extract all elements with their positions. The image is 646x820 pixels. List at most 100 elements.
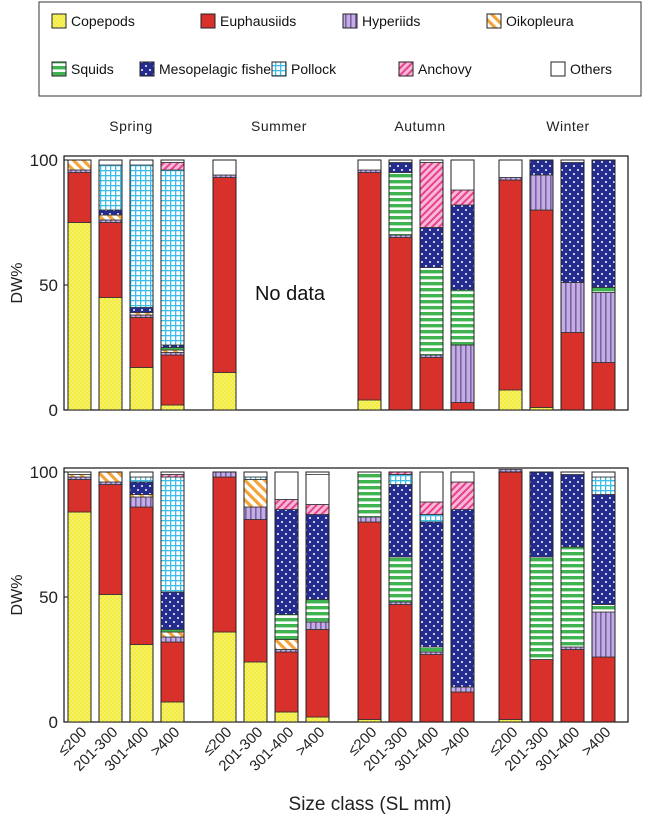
- bar-segment-hyperiids: [560, 282, 585, 333]
- legend-item-mesopelagic-fishes: Mesopelagic fishes: [139, 61, 278, 77]
- bar-segment-squids: [357, 471, 382, 518]
- bar-segment-copepods: [98, 594, 123, 723]
- bar-segment-euphausiids: [388, 604, 413, 723]
- legend-label-mesopelagic-fishes: Mesopelagic fishes: [159, 61, 278, 77]
- bar-segment-euphausiids: [419, 357, 444, 411]
- bar-segment-mesopelagic-fishes: [591, 494, 616, 605]
- bar-outline: [129, 471, 154, 723]
- bar-segment-pollock: [160, 169, 185, 346]
- bar-segment-squids: [388, 172, 413, 236]
- bar-segment-euphausiids: [560, 649, 585, 723]
- bar-segment-squids: [591, 287, 616, 293]
- bar-segment-pollock: [591, 476, 616, 495]
- x-axis-label: Size class (SL mm): [289, 794, 452, 815]
- bar-segment-squids: [305, 599, 330, 623]
- y-tick-label: 100: [30, 463, 58, 482]
- bar-segment-euphausiids: [450, 402, 475, 411]
- x-tick-label: >400: [292, 724, 328, 760]
- x-tick-label: >400: [578, 724, 614, 760]
- bar-segment-mesopelagic-fishes: [388, 162, 413, 173]
- bar-segment-mesopelagic-fishes: [129, 481, 154, 495]
- bar-segment-hyperiids: [529, 174, 554, 211]
- bar-outline: [305, 471, 330, 723]
- axes: 0 50 100 0 50 100: [30, 151, 70, 732]
- bar-segment-copepods: [212, 372, 237, 411]
- bar-segment-squids: [591, 604, 616, 613]
- bar-outline: [98, 159, 123, 411]
- bar-segment-squids: [529, 556, 554, 660]
- bar-outline: [357, 471, 382, 723]
- bar-segment-anchovy: [305, 504, 330, 515]
- bar-segment-copepods: [305, 716, 330, 723]
- bar-outline: [419, 471, 444, 723]
- legend-swatch-squids: [51, 61, 67, 77]
- bar-segment-mesopelagic-fishes: [274, 509, 299, 615]
- top-panel-frame: [63, 155, 629, 411]
- bar-segment-others: [357, 159, 382, 171]
- season-winter: Winter: [546, 118, 589, 134]
- bar-segment-squids: [388, 556, 413, 603]
- bar-outline: [560, 471, 585, 723]
- bar-outline: [529, 471, 554, 723]
- bar-segment-euphausiids: [67, 479, 92, 513]
- bar-segment-others: [98, 159, 123, 166]
- bar-segment-others: [243, 471, 268, 478]
- bar-segment-mesopelagic-fishes: [560, 162, 585, 283]
- bar-segment-hyperiids: [129, 496, 154, 508]
- bar-segment-mesopelagic-fishes: [160, 591, 185, 630]
- bar-segment-squids: [274, 614, 299, 640]
- bar-segment-mesopelagic-fishes: [560, 474, 585, 548]
- bar-segment-copepods: [357, 399, 382, 411]
- bar-segment-euphausiids: [388, 237, 413, 411]
- bar-segment-euphausiids: [357, 521, 382, 720]
- bar-outline: [591, 159, 616, 411]
- legend-label-anchovy: Anchovy: [418, 61, 472, 77]
- bar-segment-euphausiids: [357, 172, 382, 401]
- bar-segment-copepods: [67, 511, 92, 723]
- legend-swatch-anchovy: [398, 61, 414, 77]
- bar-segment-mesopelagic-fishes: [305, 514, 330, 600]
- bar-segment-euphausiids: [243, 519, 268, 663]
- bar-segment-others: [274, 471, 299, 500]
- legend-swatch-copepods: [51, 13, 67, 29]
- x-tick-label: >400: [147, 724, 183, 760]
- bar-segment-euphausiids: [419, 654, 444, 723]
- legend-item-pollock: Pollock: [271, 61, 337, 77]
- bar-segment-euphausiids: [212, 177, 237, 373]
- bar-segment-pollock: [388, 474, 413, 485]
- bar-outline: [160, 159, 185, 411]
- season-summer: Summer: [251, 118, 307, 134]
- legend-frame: [38, 1, 642, 97]
- bar-outline: [98, 471, 123, 723]
- y-tick-label: 100: [30, 151, 58, 170]
- bar-segment-mesopelagic-fishes: [129, 307, 154, 313]
- legend-swatch-mesopelagic-fishes: [139, 61, 155, 77]
- bar-segment-hyperiids: [212, 471, 237, 478]
- bar-segment-euphausiids: [98, 484, 123, 595]
- bar-segment-mesopelagic-fishes: [591, 159, 616, 288]
- season-spring: Spring: [109, 118, 152, 134]
- bottom-panel-bars: [67, 469, 616, 723]
- bar-segment-euphausiids: [591, 656, 616, 723]
- legend-item-oikopleura: Oikopleura: [486, 13, 574, 29]
- legend-item-anchovy: Anchovy: [398, 61, 472, 77]
- bar-segment-anchovy: [160, 162, 185, 171]
- y-tick-label: 0: [49, 713, 58, 732]
- bar-segment-copepods: [160, 701, 185, 723]
- bar-segment-others: [129, 471, 154, 478]
- bar-segment-others: [212, 159, 237, 176]
- bar-segment-anchovy: [419, 162, 444, 228]
- bar-outline: [129, 159, 154, 411]
- bar-segment-hyperiids: [243, 506, 268, 520]
- bar-segment-euphausiids: [498, 471, 523, 720]
- bar-segment-oikopleura: [243, 479, 268, 508]
- bar-segment-copepods: [67, 222, 92, 411]
- bar-segment-squids: [419, 646, 444, 653]
- bar-segment-pollock: [129, 476, 154, 483]
- x-tick-label: >400: [437, 724, 473, 760]
- bar-segment-mesopelagic-fishes: [419, 521, 444, 648]
- bar-segment-euphausiids: [450, 691, 475, 723]
- bar-segment-squids: [419, 267, 444, 356]
- bar-segment-euphausiids: [529, 659, 554, 723]
